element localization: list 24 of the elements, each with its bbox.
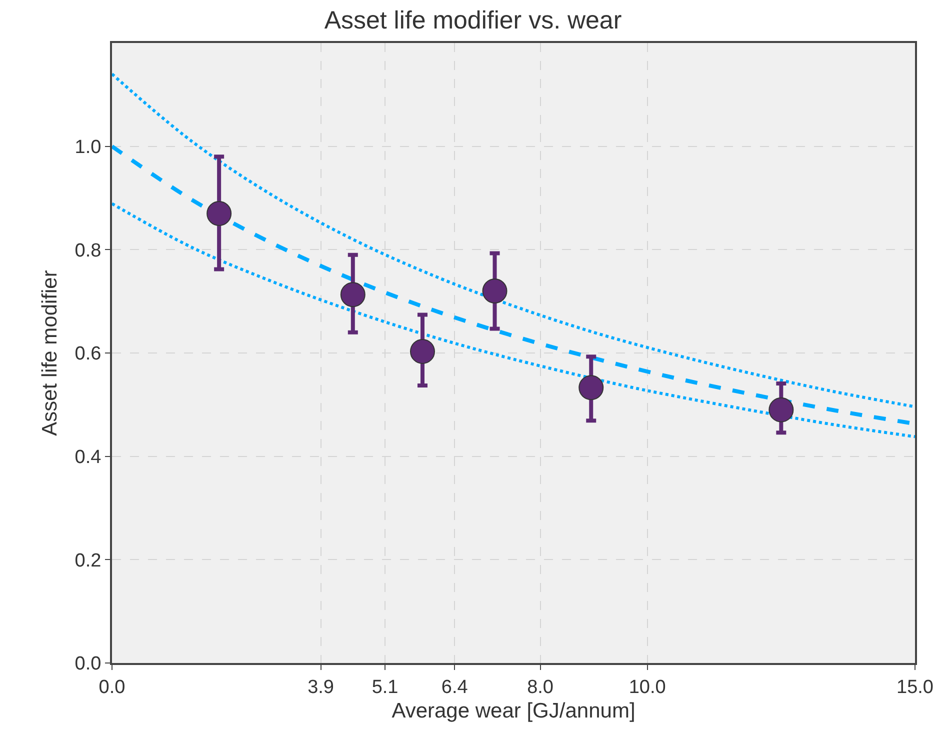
x-tick-label: 0.0 [98,676,126,698]
point [410,338,435,364]
y-tick-label: 0.2 [74,550,102,572]
point [482,278,508,304]
x-axis-title: Average wear [GJ/annum] [392,700,636,722]
point [206,201,232,226]
x-tick-label: 3.9 [308,676,334,698]
line-series [112,202,915,438]
x-tick-label: 15.0 [896,676,934,698]
y-tick-label: 0.6 [74,344,102,365]
x-tick-label: 10.0 [628,676,666,698]
x-tick-label: 5.1 [372,676,398,698]
point [340,282,366,308]
y-tick-label: 0.0 [74,654,102,675]
point [578,375,604,400]
point [768,397,794,422]
line-series [112,72,915,408]
y-tick-label: 0.4 [74,446,102,468]
y-tick-label: 0.8 [74,240,102,262]
chart-title: Asset life modifier vs. wear [324,6,622,35]
y-tick-label: 1.0 [74,136,102,158]
x-tick-label: 8.0 [527,676,554,698]
y-axis-title: Asset life modifier [38,270,62,436]
x-tick-label: 6.4 [441,676,468,698]
